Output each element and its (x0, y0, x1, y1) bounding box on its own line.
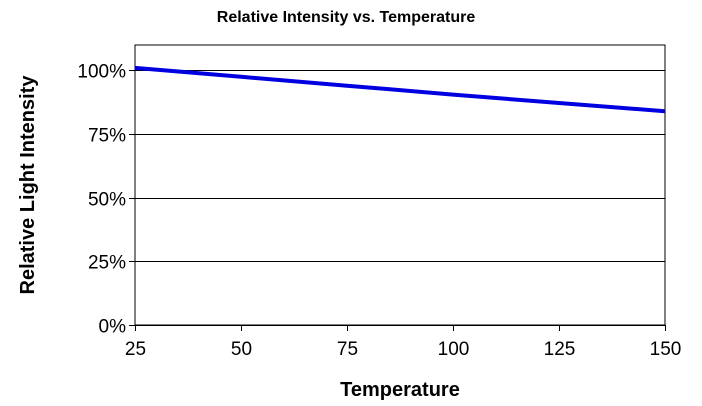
x-tick-label: 125 (544, 339, 576, 360)
y-tick-label: 50% (88, 190, 126, 211)
x-axis: 25 50 75 100 125 150 (125, 325, 681, 360)
gridlines (135, 70, 665, 326)
series-line-0 (134, 65, 666, 114)
y-tick-label: 100% (77, 62, 126, 83)
y-axis: 0% 25% 50% 75% 100% (77, 62, 135, 338)
x-tick-label: 25 (125, 339, 146, 360)
plot-area: 0% 25% 50% 75% 100% 25 50 75 100 125 150 (77, 44, 681, 360)
x-axis-title: Temperature (340, 379, 460, 401)
y-tick-label: 0% (99, 317, 127, 338)
series-layer (134, 65, 666, 114)
x-tick-label: 50 (231, 339, 252, 360)
y-axis-title: Relative Light Intensity (17, 75, 39, 295)
x-tick-label: 75 (337, 339, 358, 360)
x-tick-label: 150 (650, 339, 682, 360)
plot-background (134, 44, 666, 326)
y-tick-label: 75% (88, 126, 126, 147)
y-tick-label: 25% (88, 253, 126, 274)
x-tick-label: 100 (438, 339, 470, 360)
chart-title: Relative Intensity vs. Temperature (217, 9, 476, 26)
